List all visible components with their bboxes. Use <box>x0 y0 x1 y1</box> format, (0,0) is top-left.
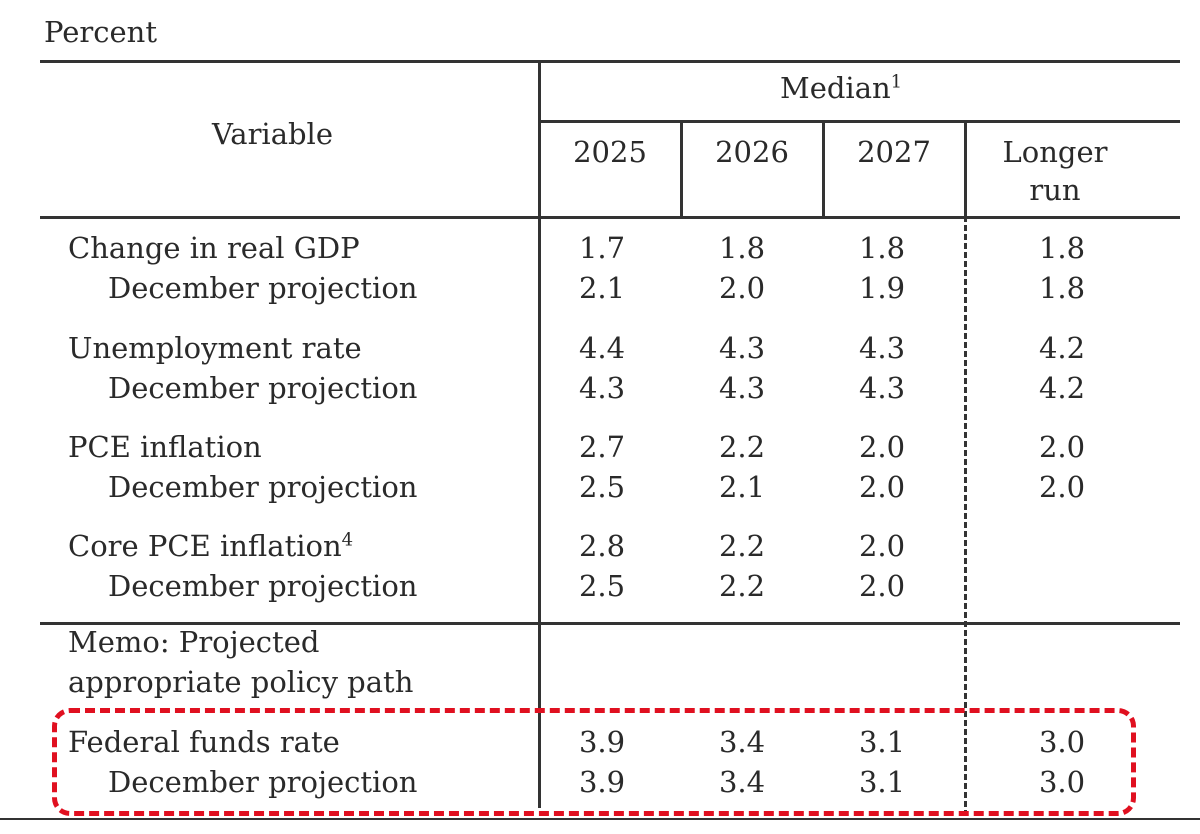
col-divider-2026-2027 <box>822 120 825 216</box>
variable-header: Variable <box>212 117 333 151</box>
col-divider-2025-2026 <box>680 120 683 216</box>
cell: 2.8 <box>578 529 626 563</box>
memo-rule <box>40 622 1180 625</box>
cell: 2.1 <box>718 470 766 504</box>
cell: 1.8 <box>718 231 766 265</box>
cell: 1.7 <box>578 231 626 265</box>
cell: 3.0 <box>1038 765 1086 799</box>
cell: 3.1 <box>858 725 906 759</box>
median-header: Median1 <box>780 70 902 106</box>
row-label-pce-dec: December projection <box>108 470 418 504</box>
row-label-core-pce-text: Core PCE inflation <box>68 529 342 563</box>
cell: 4.3 <box>718 331 766 365</box>
row-label-core-pce: Core PCE inflation4 <box>68 528 353 564</box>
cell: 3.1 <box>858 765 906 799</box>
row-label-core-pce-dec: December projection <box>108 569 418 603</box>
cell: 2.7 <box>578 430 626 464</box>
cell: 4.3 <box>858 331 906 365</box>
longer-run-dashed-divider <box>964 216 967 816</box>
cell: 2.5 <box>578 569 626 603</box>
header-rule <box>40 216 1180 219</box>
cell: 1.8 <box>1038 271 1086 305</box>
cell: 3.4 <box>718 725 766 759</box>
row-label-gdp-dec: December projection <box>108 271 418 305</box>
cell: 4.4 <box>578 331 626 365</box>
top-rule <box>40 60 1180 63</box>
cell: 2.0 <box>718 271 766 305</box>
row-label-pce: PCE inflation <box>68 430 262 464</box>
row-label-fed-funds: Federal funds rate <box>68 725 340 759</box>
median-footnote: 1 <box>890 71 903 93</box>
cell: 4.3 <box>578 371 626 405</box>
cell: 2.2 <box>718 430 766 464</box>
memo-line2: appropriate policy path <box>68 665 414 699</box>
memo-line1: Memo: Projected <box>68 625 320 659</box>
row-label-fed-funds-dec: December projection <box>108 765 418 799</box>
cell: 2.0 <box>858 569 906 603</box>
cell: 3.4 <box>718 765 766 799</box>
core-pce-footnote: 4 <box>341 529 354 551</box>
cell: 4.3 <box>858 371 906 405</box>
col-divider-2027-longer <box>964 120 967 216</box>
unit-label: Percent <box>44 15 157 49</box>
cell: 2.0 <box>858 430 906 464</box>
variable-column-divider <box>538 60 541 808</box>
cell: 2.2 <box>718 529 766 563</box>
cell: 3.9 <box>578 725 626 759</box>
row-label-gdp: Change in real GDP <box>68 231 360 265</box>
year-2026-header: 2026 <box>715 135 789 169</box>
year-2027-header: 2027 <box>857 135 931 169</box>
cell: 4.3 <box>718 371 766 405</box>
cell: 2.0 <box>1038 430 1086 464</box>
year-2025-header: 2025 <box>573 135 647 169</box>
cell: 3.9 <box>578 765 626 799</box>
cell: 4.2 <box>1038 331 1086 365</box>
cell: 2.0 <box>858 470 906 504</box>
cell: 1.8 <box>858 231 906 265</box>
longer-run-header-line1: Longer <box>1002 135 1108 169</box>
cell: 4.2 <box>1038 371 1086 405</box>
cell: 1.9 <box>858 271 906 305</box>
median-header-label: Median <box>780 71 891 105</box>
longer-run-header-line2: run <box>1029 173 1081 207</box>
fed-funds-highlight-box <box>52 708 1136 816</box>
cell: 2.5 <box>578 470 626 504</box>
bottom-rule <box>0 818 1200 820</box>
row-label-unemployment: Unemployment rate <box>68 331 362 365</box>
median-rule <box>538 120 1180 123</box>
cell: 3.0 <box>1038 725 1086 759</box>
cell: 2.0 <box>1038 470 1086 504</box>
cell: 2.1 <box>578 271 626 305</box>
row-label-unemployment-dec: December projection <box>108 371 418 405</box>
cell: 1.8 <box>1038 231 1086 265</box>
cell: 2.0 <box>858 529 906 563</box>
cell: 2.2 <box>718 569 766 603</box>
